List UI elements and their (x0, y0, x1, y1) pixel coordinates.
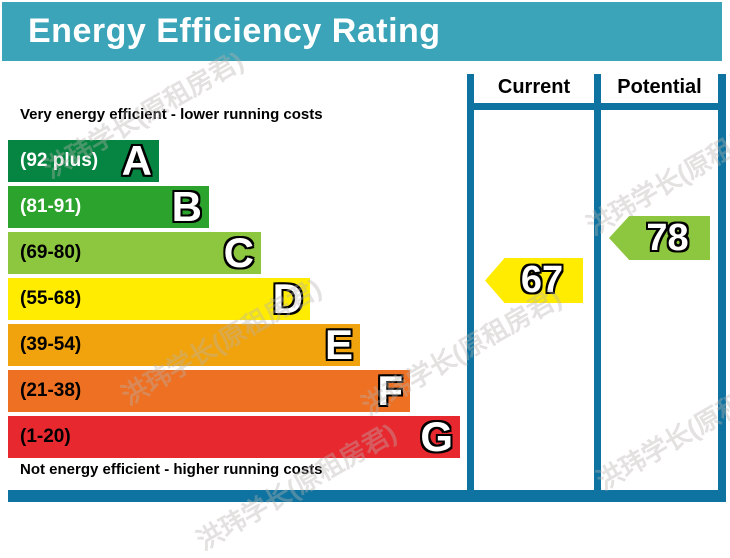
chart-title-bar: Energy Efficiency Rating (2, 2, 722, 61)
band-row-g: (1-20) G (8, 416, 460, 458)
potential-column-header: Potential (617, 76, 702, 98)
chart-title: Energy Efficiency Rating (28, 12, 441, 50)
band-letter: D (272, 275, 303, 322)
band-range-label: (1-20) (20, 426, 71, 447)
band-row-f: (21-38) F (8, 370, 410, 412)
band-letter: E (324, 321, 353, 368)
band-letter: F (377, 367, 403, 414)
band-letter: G (420, 413, 453, 460)
potential-rating-value: 78 (646, 216, 689, 259)
band-range-label: (39-54) (20, 334, 82, 355)
potential-rating-arrow: 78 (609, 216, 710, 260)
watermark-text: 洪玮学长(原租房君) (591, 357, 730, 497)
table-border-right (718, 74, 726, 496)
current-rating-arrow: 67 (485, 258, 583, 303)
band-row-b: (81-91) B (8, 186, 209, 228)
band-row-c: (69-80) C (8, 232, 261, 274)
band-range-label: (55-68) (20, 288, 82, 309)
band-row-a: (92 plus) A (8, 140, 159, 182)
band-range-label: (81-91) (20, 196, 82, 217)
band-letter: C (223, 229, 254, 276)
table-header-underline (467, 103, 726, 110)
rating-scale: (92 plus) A (81-91) B (69-80) C (55-68) … (8, 140, 460, 462)
table-border-left (467, 74, 474, 496)
band-range-label: (21-38) (20, 380, 82, 401)
top-note: Very energy efficient - lower running co… (20, 106, 323, 123)
band-letter: A (121, 137, 152, 184)
band-row-e: (39-54) E (8, 324, 360, 366)
band-range-label: (92 plus) (20, 150, 99, 171)
current-column-header: Current (497, 76, 571, 98)
table-border-middle (594, 74, 601, 496)
bottom-note: Not energy efficient - higher running co… (20, 461, 323, 478)
band-range-label: (69-80) (20, 242, 82, 263)
band-row-d: (55-68) D (8, 278, 310, 320)
current-rating-value: 67 (520, 259, 564, 301)
table-border-bottom (8, 490, 726, 502)
band-letter: B (171, 183, 202, 230)
